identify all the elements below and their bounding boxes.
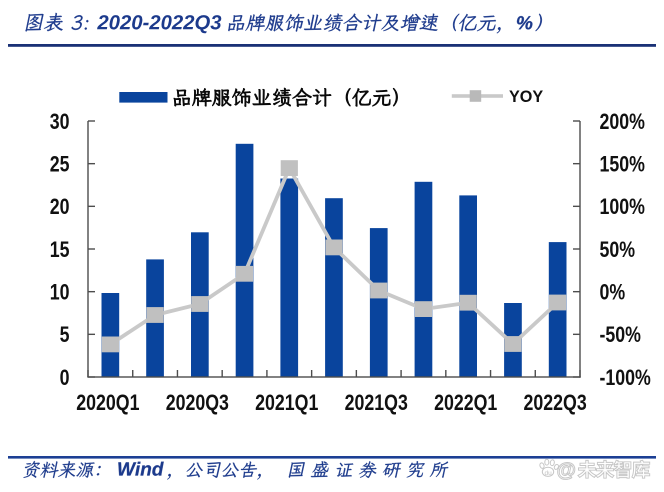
svg-text:30: 30 bbox=[50, 110, 70, 134]
svg-text:20: 20 bbox=[50, 195, 70, 219]
svg-text:0: 0 bbox=[60, 366, 70, 390]
svg-text:0%: 0% bbox=[600, 281, 626, 305]
svg-text:-50%: -50% bbox=[600, 323, 641, 347]
svg-text:2022Q3: 2022Q3 bbox=[524, 391, 587, 415]
svg-text:50%: 50% bbox=[600, 238, 636, 262]
svg-text:YOY: YOY bbox=[509, 88, 543, 106]
svg-text:15: 15 bbox=[50, 238, 70, 262]
svg-text:2022Q1: 2022Q1 bbox=[434, 391, 497, 415]
svg-text:2020Q3: 2020Q3 bbox=[166, 391, 229, 415]
svg-text:2021Q1: 2021Q1 bbox=[255, 391, 318, 415]
svg-text:10: 10 bbox=[50, 281, 70, 305]
svg-text:@: @ bbox=[557, 460, 577, 482]
svg-text:100%: 100% bbox=[600, 195, 645, 219]
svg-text:du: du bbox=[545, 470, 553, 477]
svg-text:150%: 150% bbox=[600, 153, 645, 177]
svg-text:-100%: -100% bbox=[600, 366, 651, 390]
svg-text:200%: 200% bbox=[600, 110, 645, 134]
svg-text:5: 5 bbox=[60, 323, 70, 347]
svg-text:2021Q3: 2021Q3 bbox=[345, 391, 408, 415]
svg-text:25: 25 bbox=[50, 153, 70, 177]
svg-text:2020Q1: 2020Q1 bbox=[76, 391, 139, 415]
